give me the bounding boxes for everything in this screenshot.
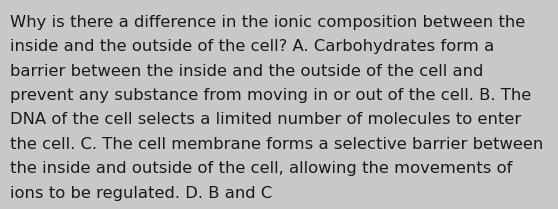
Text: the inside and outside of the cell, allowing the movements of: the inside and outside of the cell, allo… — [10, 161, 512, 176]
Text: DNA of the cell selects a limited number of molecules to enter: DNA of the cell selects a limited number… — [10, 112, 521, 127]
Text: inside and the outside of the cell? A. Carbohydrates form a: inside and the outside of the cell? A. C… — [10, 39, 494, 54]
Text: Why is there a difference in the ionic composition between the: Why is there a difference in the ionic c… — [10, 15, 525, 30]
Text: prevent any substance from moving in or out of the cell. B. The: prevent any substance from moving in or … — [10, 88, 531, 103]
Text: barrier between the inside and the outside of the cell and: barrier between the inside and the outsi… — [10, 64, 483, 79]
Text: the cell. C. The cell membrane forms a selective barrier between: the cell. C. The cell membrane forms a s… — [10, 137, 543, 152]
Text: ions to be regulated. D. B and C: ions to be regulated. D. B and C — [10, 186, 272, 201]
